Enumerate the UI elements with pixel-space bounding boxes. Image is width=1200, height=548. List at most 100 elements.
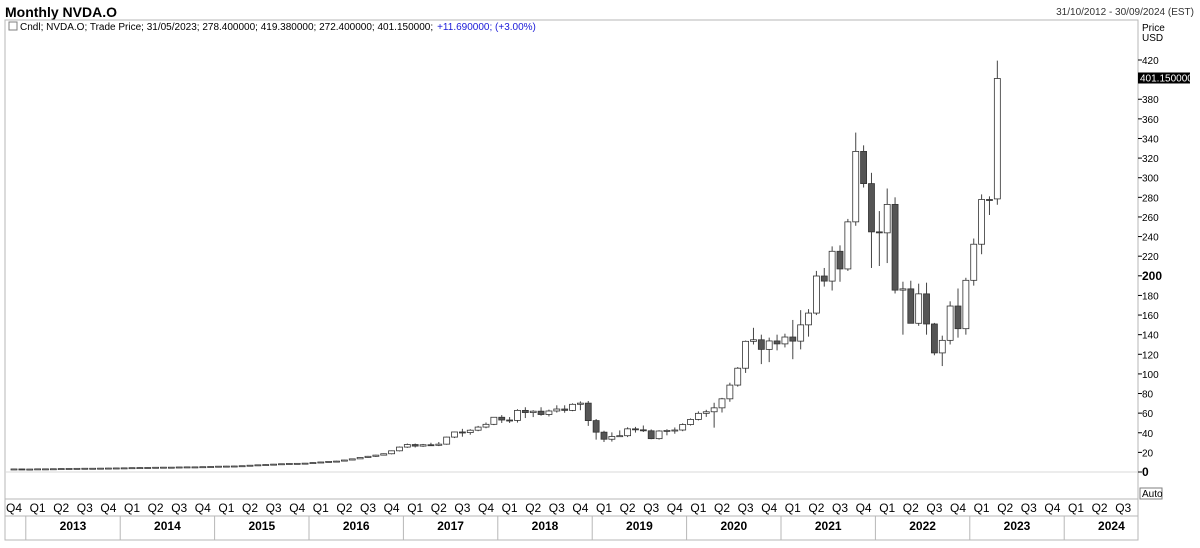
- quarter-label: Q4: [289, 501, 305, 515]
- auto-button-frame[interactable]: [1139, 487, 1163, 500]
- candle-body: [577, 402, 584, 405]
- candle-body: [112, 467, 120, 470]
- y-tick-label: 40: [1142, 429, 1154, 440]
- candle-body: [81, 467, 89, 470]
- candle-body: [820, 275, 828, 282]
- candle-body: [183, 466, 191, 469]
- candle-body: [26, 468, 34, 471]
- date-range[interactable]: 31/10/2012 - 30/09/2024 (EST): [1056, 7, 1194, 18]
- y-axis[interactable]: 0 20 40 60 80 100 120 140 160 180 200 220 240 260 280 3…: [1138, 56, 1162, 479]
- quarter-label: Q3: [77, 501, 93, 515]
- candle-body: [773, 340, 781, 345]
- quarter-label: Q1: [313, 501, 329, 515]
- candle-body: [419, 444, 427, 447]
- y-tick-label: 220: [1142, 252, 1159, 263]
- candle-body: [954, 305, 962, 330]
- candle-body: [191, 466, 199, 469]
- year-label: 2017: [437, 519, 464, 533]
- candle-body: [309, 462, 317, 464]
- candle-body: [899, 288, 907, 291]
- quarter-label: Q3: [171, 501, 187, 515]
- candle-body: [97, 467, 104, 470]
- auto-button-label[interactable]: Auto: [1142, 489, 1163, 500]
- quarter-label: Q4: [100, 501, 116, 515]
- quarter-label: Q1: [218, 501, 234, 515]
- candle-body: [10, 468, 18, 471]
- candle-body: [844, 221, 852, 270]
- candle-body: [529, 410, 537, 413]
- quarter-label: Q1: [596, 501, 612, 515]
- year-label: 2022: [909, 519, 936, 533]
- candle-body: [742, 340, 749, 369]
- quarter-label: Q1: [124, 501, 140, 515]
- candle-body: [687, 419, 694, 425]
- candle-body: [923, 293, 930, 325]
- candle-body: [144, 467, 152, 469]
- year-label: 2020: [720, 519, 747, 533]
- last-price-marker: 401.150000: [1138, 72, 1193, 84]
- candle-body: [757, 339, 765, 350]
- quarter-label: Q3: [266, 501, 282, 515]
- legend-text: Cndl; NVDA.O; Trade Price; 31/05/2023; 2…: [20, 22, 433, 33]
- candle-body: [514, 409, 521, 421]
- auto-scale-button[interactable]: Auto: [1139, 487, 1163, 500]
- quarter-label: Q2: [53, 501, 69, 515]
- candle-body: [73, 467, 81, 470]
- quarter-label: Q3: [643, 501, 659, 515]
- price-axis-label: Price: [1142, 23, 1165, 34]
- candle-body: [167, 466, 175, 469]
- quarter-label: Q3: [549, 501, 565, 515]
- candle-body: [553, 408, 561, 412]
- candle-body: [671, 429, 679, 432]
- quarter-label: Q2: [1092, 501, 1108, 515]
- candle-body: [663, 430, 671, 432]
- candle-body: [726, 384, 734, 400]
- quarter-label: Q3: [1021, 501, 1037, 515]
- plot-frame: [4, 19, 1139, 500]
- quarter-label: Q4: [667, 501, 683, 515]
- x-axis[interactable]: Q4 Q1 Q2 Q3 Q4 Q1 Q2 Q3 Q4 Q1 Q2 Q3 Q4 Q1 Q2 Q3 Q4 Q1 Q2 Q3…: [6, 501, 1132, 540]
- candle-body: [506, 419, 514, 422]
- quarter-label: Q1: [879, 501, 895, 515]
- candle-body: [781, 336, 789, 345]
- candle-body: [254, 464, 262, 467]
- y-tick-label: 420: [1142, 56, 1159, 67]
- candle-body: [537, 410, 545, 415]
- quarter-label: Q4: [950, 501, 966, 515]
- year-label: 2023: [1004, 519, 1031, 533]
- candle-body: [797, 324, 805, 342]
- candle-body: [632, 428, 639, 431]
- legend-checkbox-icon[interactable]: [8, 21, 18, 31]
- candle-body: [380, 453, 388, 456]
- candle-body: [396, 446, 403, 452]
- candle-body: [293, 462, 301, 465]
- quarter-label: Q2: [242, 501, 258, 515]
- candle-body: [875, 231, 883, 234]
- year-label: 2016: [343, 519, 370, 533]
- candle-body: [679, 424, 687, 431]
- candle-body: [750, 339, 757, 342]
- candle-body: [340, 459, 348, 462]
- candle-body: [57, 468, 65, 470]
- candle-body: [600, 431, 608, 440]
- candle-body: [907, 288, 915, 324]
- candle-body: [608, 436, 616, 440]
- candle-body: [175, 466, 183, 469]
- candle-body: [852, 151, 860, 223]
- quarter-label: Q1: [690, 501, 706, 515]
- candle-body: [734, 367, 742, 386]
- quarter-label: Q4: [195, 501, 211, 515]
- candle-body: [616, 435, 624, 438]
- year-label: 2019: [626, 519, 653, 533]
- candle-body: [262, 464, 270, 466]
- candle-body: [403, 444, 411, 448]
- y-tick-label: 320: [1142, 154, 1159, 165]
- y-tick-label: 140: [1142, 331, 1159, 342]
- candle-body: [978, 199, 985, 245]
- quarter-label: Q3: [1115, 501, 1131, 515]
- candle-body: [128, 467, 136, 470]
- candle-body: [474, 426, 482, 431]
- quarter-label: Q2: [714, 501, 730, 515]
- quarter-label: Q3: [926, 501, 942, 515]
